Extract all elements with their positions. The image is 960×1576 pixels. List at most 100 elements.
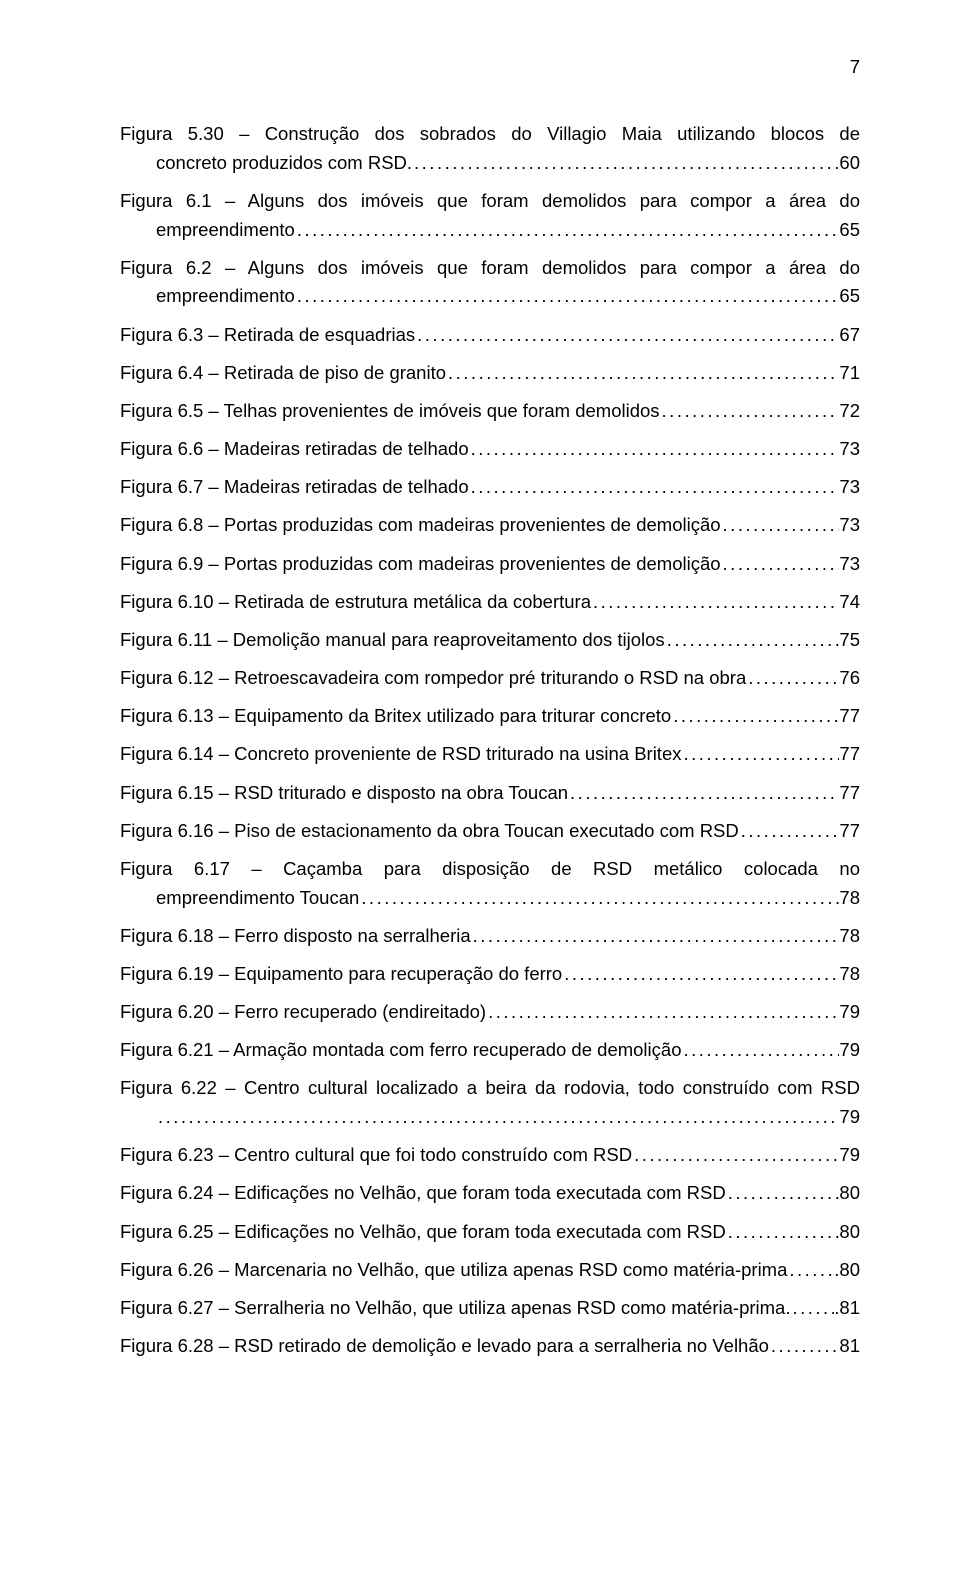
toc-entry-page: 77 (839, 779, 860, 808)
toc-entry-text: Figura 6.4 – Retirada de piso de granito (120, 359, 446, 388)
toc-entry: Figura 6.10 – Retirada de estrutura metá… (120, 588, 860, 617)
toc-entry-line1: Figura 6.17 – Caçamba para disposição de… (120, 855, 860, 884)
toc-entry-page: 73 (839, 550, 860, 579)
toc-entry-text: empreendimento (156, 216, 295, 245)
toc-leader-dots (568, 779, 839, 808)
toc-entry: Figura 6.11 – Demolição manual para reap… (120, 626, 860, 655)
toc-leader-dots (681, 1036, 839, 1065)
toc-leader-dots (721, 550, 840, 579)
toc-entry-text: Figura 6.20 – Ferro recuperado (endireit… (120, 998, 486, 1027)
toc-entry: Figura 6.28 – RSD retirado de demolição … (120, 1332, 860, 1361)
toc-entry-text: Figura 6.6 – Madeiras retiradas de telha… (120, 435, 469, 464)
toc-entry-page: 80 (839, 1218, 860, 1247)
page-number: 7 (850, 56, 860, 78)
toc-entry-text: Figura 6.8 – Portas produzidas com madei… (120, 511, 721, 540)
toc-entry: Figura 6.6 – Madeiras retiradas de telha… (120, 435, 860, 464)
toc-leader-dots (412, 149, 839, 178)
toc-entry-page: 79 (839, 1103, 860, 1132)
toc-entry: Figura 6.14 – Concreto proveniente de RS… (120, 740, 860, 769)
toc-entry-line2: empreendimento Toucan 78 (120, 884, 860, 913)
toc-entry-line1: Figura 6.1 – Alguns dos imóveis que fora… (120, 187, 860, 216)
toc-entry-text: Figura 6.12 – Retroescavadeira com rompe… (120, 664, 746, 693)
toc-entry: Figura 6.4 – Retirada de piso de granito… (120, 359, 860, 388)
toc-entry-page: 79 (839, 1141, 860, 1170)
toc-entry-text: Figura 6.9 – Portas produzidas com madei… (120, 550, 721, 579)
toc-entry-page: 78 (839, 922, 860, 951)
toc-leader-dots (359, 884, 839, 913)
toc-entry-line2: empreendimento65 (120, 282, 860, 311)
toc-leader-dots (769, 1332, 840, 1361)
toc-entry-text: Figura 6.5 – Telhas provenientes de imóv… (120, 397, 660, 426)
toc-leader-dots (739, 817, 840, 846)
toc-entry: Figura 6.24 – Edificações no Velhão, que… (120, 1179, 860, 1208)
toc-entry-text: Figura 6.10 – Retirada de estrutura metá… (120, 588, 591, 617)
toc-leader-dots (746, 664, 839, 693)
toc-entry: Figura 6.12 – Retroescavadeira com rompe… (120, 664, 860, 693)
toc-entry-line1: Figura 5.30 – Construção dos sobrados do… (120, 120, 860, 149)
toc-entry-text: Figura 6.7 – Madeiras retiradas de telha… (120, 473, 469, 502)
toc-leader-dots (469, 435, 840, 464)
toc-leader-dots (295, 216, 840, 245)
toc-entry-page: 71 (839, 359, 860, 388)
toc-entry-page: 73 (839, 511, 860, 540)
toc-entry: Figura 6.26 – Marcenaria no Velhão, que … (120, 1256, 860, 1285)
toc-entry-text: Figura 6.19 – Equipamento para recuperaç… (120, 960, 562, 989)
toc-entry-text: Figura 6.28 – RSD retirado de demolição … (120, 1332, 769, 1361)
toc-entry-text: concreto produzidos com RSD. (156, 149, 412, 178)
toc-entry-text: Figura 6.25 – Edificações no Velhão, que… (120, 1218, 726, 1247)
toc-entry-page: 76 (839, 664, 860, 693)
toc-entry: Figura 6.9 – Portas produzidas com madei… (120, 550, 860, 579)
toc-entry-text: Figura 6.24 – Edificações no Velhão, que… (120, 1179, 726, 1208)
toc-entry-page: 72 (839, 397, 860, 426)
toc-entry: Figura 6.7 – Madeiras retiradas de telha… (120, 473, 860, 502)
toc-leader-dots (787, 1256, 834, 1285)
toc-entry-page: 77 (839, 702, 860, 731)
toc-entry-page: 78 (839, 884, 860, 913)
toc-entry: Figura 6.13 – Equipamento da Britex util… (120, 702, 860, 731)
toc-leader-dots (726, 1179, 840, 1208)
toc-entry-page: 79 (839, 1036, 860, 1065)
toc-leader-dots (486, 998, 839, 1027)
toc-entry-page: 60 (839, 149, 860, 178)
toc-entry-text: empreendimento Toucan (156, 884, 359, 913)
toc-entry: Figura 6.20 – Ferro recuperado (endireit… (120, 998, 860, 1027)
toc-entry-text: Figura 6.16 – Piso de estacionamento da … (120, 817, 739, 846)
toc-entry: Figura 6.5 – Telhas provenientes de imóv… (120, 397, 860, 426)
toc-entry: Figura 6.25 – Edificações no Velhão, que… (120, 1218, 860, 1247)
toc-entry-line2: empreendimento 65 (120, 216, 860, 245)
toc-entry: Figura 6.16 – Piso de estacionamento da … (120, 817, 860, 846)
toc-content: Figura 5.30 – Construção dos sobrados do… (120, 120, 860, 1361)
toc-entry-line2: 79 (120, 1103, 860, 1132)
toc-entry-text: Figura 6.15 – RSD triturado e disposto n… (120, 779, 568, 808)
toc-entry-line2: concreto produzidos com RSD. 60 (120, 149, 860, 178)
toc-leader-dots (415, 321, 839, 350)
toc-entry-text: Figura 6.27 – Serralheria no Velhão, que… (120, 1294, 790, 1323)
toc-leader-dots (471, 922, 840, 951)
toc-leader-dots (665, 626, 840, 655)
toc-entry-text: Figura 6.14 – Concreto proveniente de RS… (120, 740, 681, 769)
toc-entry: Figura 6.21 – Armação montada com ferro … (120, 1036, 860, 1065)
toc-entry-page: 73 (839, 473, 860, 502)
toc-entry-page: 75 (839, 626, 860, 655)
toc-entry-page: 74 (839, 588, 860, 617)
toc-entry: Figura 6.19 – Equipamento para recuperaç… (120, 960, 860, 989)
toc-leader-dots (660, 397, 840, 426)
toc-entry-page: 65 (839, 216, 860, 245)
toc-entry-line1: Figura 6.2 – Alguns dos imóveis que fora… (120, 254, 860, 283)
toc-entry-page: .80 (834, 1256, 860, 1285)
toc-leader-dots (562, 960, 839, 989)
toc-leader-dots (591, 588, 839, 617)
toc-leader-dots (446, 359, 839, 388)
toc-entry-text: Figura 6.13 – Equipamento da Britex util… (120, 702, 671, 731)
toc-entry: Figura 6.23 – Centro cultural que foi to… (120, 1141, 860, 1170)
toc-entry-page: 67 (839, 321, 860, 350)
toc-entry: Figura 6.15 – RSD triturado e disposto n… (120, 779, 860, 808)
toc-entry: Figura 6.8 – Portas produzidas com madei… (120, 511, 860, 540)
toc-entry-page: 65 (839, 282, 860, 311)
toc-entry-page: 77 (839, 817, 860, 846)
toc-entry-text: Figura 6.23 – Centro cultural que foi to… (120, 1141, 632, 1170)
toc-leader-dots (671, 702, 839, 731)
toc-entry-page: 73 (839, 435, 860, 464)
toc-entry-page: .81 (834, 1294, 860, 1323)
toc-leader-dots (295, 282, 840, 311)
